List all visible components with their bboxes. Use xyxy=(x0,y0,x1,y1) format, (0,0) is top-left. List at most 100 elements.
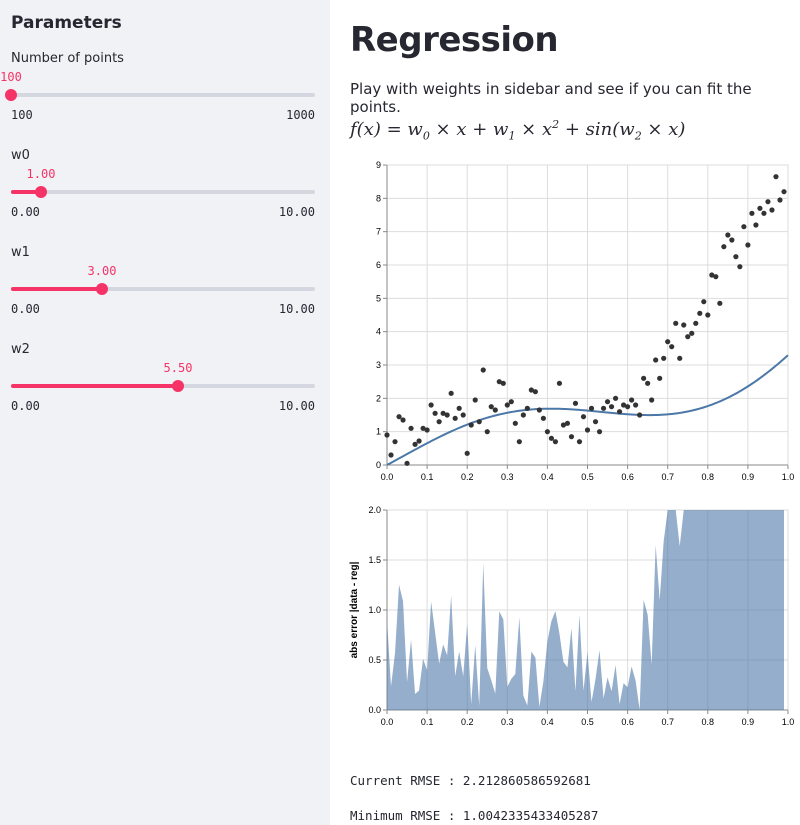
slider-current-value: 3.00 xyxy=(87,264,117,278)
data-point xyxy=(729,237,735,243)
data-point xyxy=(661,355,667,361)
data-point xyxy=(448,390,454,396)
data-point xyxy=(709,272,715,278)
y-tick-label: 2 xyxy=(376,393,381,403)
data-point xyxy=(777,197,783,203)
data-point xyxy=(677,355,683,361)
data-point xyxy=(645,380,651,386)
data-point xyxy=(697,310,703,316)
slider-thumb[interactable] xyxy=(96,283,108,295)
data-point xyxy=(496,379,502,385)
data-point xyxy=(580,414,587,420)
data-point xyxy=(713,274,719,280)
y-axis-title: abs error |data - reg| xyxy=(349,561,360,658)
slider-track[interactable] xyxy=(5,89,315,101)
data-point xyxy=(488,404,494,410)
data-point xyxy=(604,399,611,405)
formula-term2: × x xyxy=(515,119,553,140)
data-point xyxy=(436,419,442,425)
data-point xyxy=(669,344,675,350)
data-point xyxy=(552,439,559,445)
data-point xyxy=(560,422,567,428)
y-tick-label: 0.5 xyxy=(368,655,381,665)
slider-label: w1 xyxy=(11,245,30,260)
data-point xyxy=(665,339,671,345)
formula-term3: + sin( xyxy=(559,119,620,140)
data-point xyxy=(649,397,655,403)
x-tick-label: 0.4 xyxy=(541,472,554,482)
slider-thumb[interactable] xyxy=(35,186,47,198)
y-tick-label: 6 xyxy=(376,260,381,270)
slider-track[interactable] xyxy=(11,186,315,198)
x-tick-label: 0.4 xyxy=(541,717,554,727)
data-point xyxy=(741,224,747,230)
data-point xyxy=(568,434,575,440)
data-point xyxy=(476,419,482,425)
current-rmse: Current RMSE : 2.212860586592681 xyxy=(350,773,591,788)
data-point xyxy=(392,439,398,445)
formula-w2: w xyxy=(619,119,635,140)
regression-line xyxy=(386,354,789,466)
slider-track[interactable] xyxy=(11,380,315,392)
slider-max-label: 10.00 xyxy=(278,399,315,413)
data-point xyxy=(396,414,402,420)
data-point xyxy=(653,357,659,363)
data-point xyxy=(452,415,458,421)
slider-current-value: 5.50 xyxy=(163,361,193,375)
data-point xyxy=(440,410,446,416)
y-tick-label: 9 xyxy=(376,160,381,170)
page-title: Regression xyxy=(350,20,559,60)
slider-max-label: 10.00 xyxy=(278,302,315,316)
data-point xyxy=(773,174,779,180)
data-point xyxy=(600,405,607,411)
data-point xyxy=(484,429,490,435)
slider-label: w2 xyxy=(11,342,30,357)
data-point xyxy=(432,410,438,416)
data-point xyxy=(757,205,763,211)
data-point xyxy=(705,312,711,318)
page-description: Play with weights in sidebar and see if … xyxy=(350,80,752,116)
formula-w2-sub: 2 xyxy=(634,129,642,143)
slider-min-label: 0.00 xyxy=(11,302,40,316)
slider-thumb[interactable] xyxy=(172,380,184,392)
x-tick-label: 0.1 xyxy=(421,472,434,482)
sidebar: Parameters Number of points 100 100 1000… xyxy=(0,0,330,825)
x-tick-label: 0.6 xyxy=(621,717,634,727)
data-point xyxy=(472,397,478,403)
formula-lhs: f(x) = xyxy=(350,119,408,140)
data-point xyxy=(737,264,743,270)
x-tick-label: 0.9 xyxy=(742,472,755,482)
data-point xyxy=(468,422,474,428)
data-point xyxy=(685,334,691,340)
data-point xyxy=(769,207,775,213)
data-point xyxy=(492,407,498,413)
data-point xyxy=(612,395,619,401)
slider-track[interactable] xyxy=(11,283,315,295)
sidebar-title: Parameters xyxy=(11,13,122,33)
x-tick-label: 0.2 xyxy=(461,717,474,727)
data-point xyxy=(733,254,739,260)
formula-w1-sub: 1 xyxy=(508,129,516,143)
scatter-chart: 0.0 0.1 0.2 0.3 0.4 0.5 0.6 0.7 0.8 0.9 1.0 0 1 2 3 4 5 6… xyxy=(376,160,794,482)
data-point xyxy=(608,404,615,410)
x-tick-label: 0.0 xyxy=(381,472,394,482)
data-point xyxy=(681,322,687,328)
data-point xyxy=(633,402,639,408)
data-point xyxy=(584,427,591,433)
y-tick-label: 1.5 xyxy=(368,555,381,565)
y-tick-label: 4 xyxy=(376,327,381,337)
slider-thumb[interactable] xyxy=(5,89,17,101)
data-point xyxy=(572,400,579,406)
slider-max-label: 1000 xyxy=(286,108,315,122)
error-chart: 0.0 0.1 0.2 0.3 0.4 0.5 0.6 0.7 0.8 0.9 1.0 0.0 0.5 1… xyxy=(349,505,794,727)
slider-label: Number of points xyxy=(11,51,124,66)
data-point xyxy=(564,420,571,426)
data-point xyxy=(536,407,542,413)
data-point xyxy=(717,300,723,306)
formula-w0-sub: 0 xyxy=(422,129,430,143)
data-point xyxy=(749,210,755,216)
x-tick-label: 0.2 xyxy=(461,472,474,482)
data-point xyxy=(625,404,631,410)
slider-current-value: 1.00 xyxy=(26,167,56,181)
x-tick-label: 0.5 xyxy=(581,472,594,482)
